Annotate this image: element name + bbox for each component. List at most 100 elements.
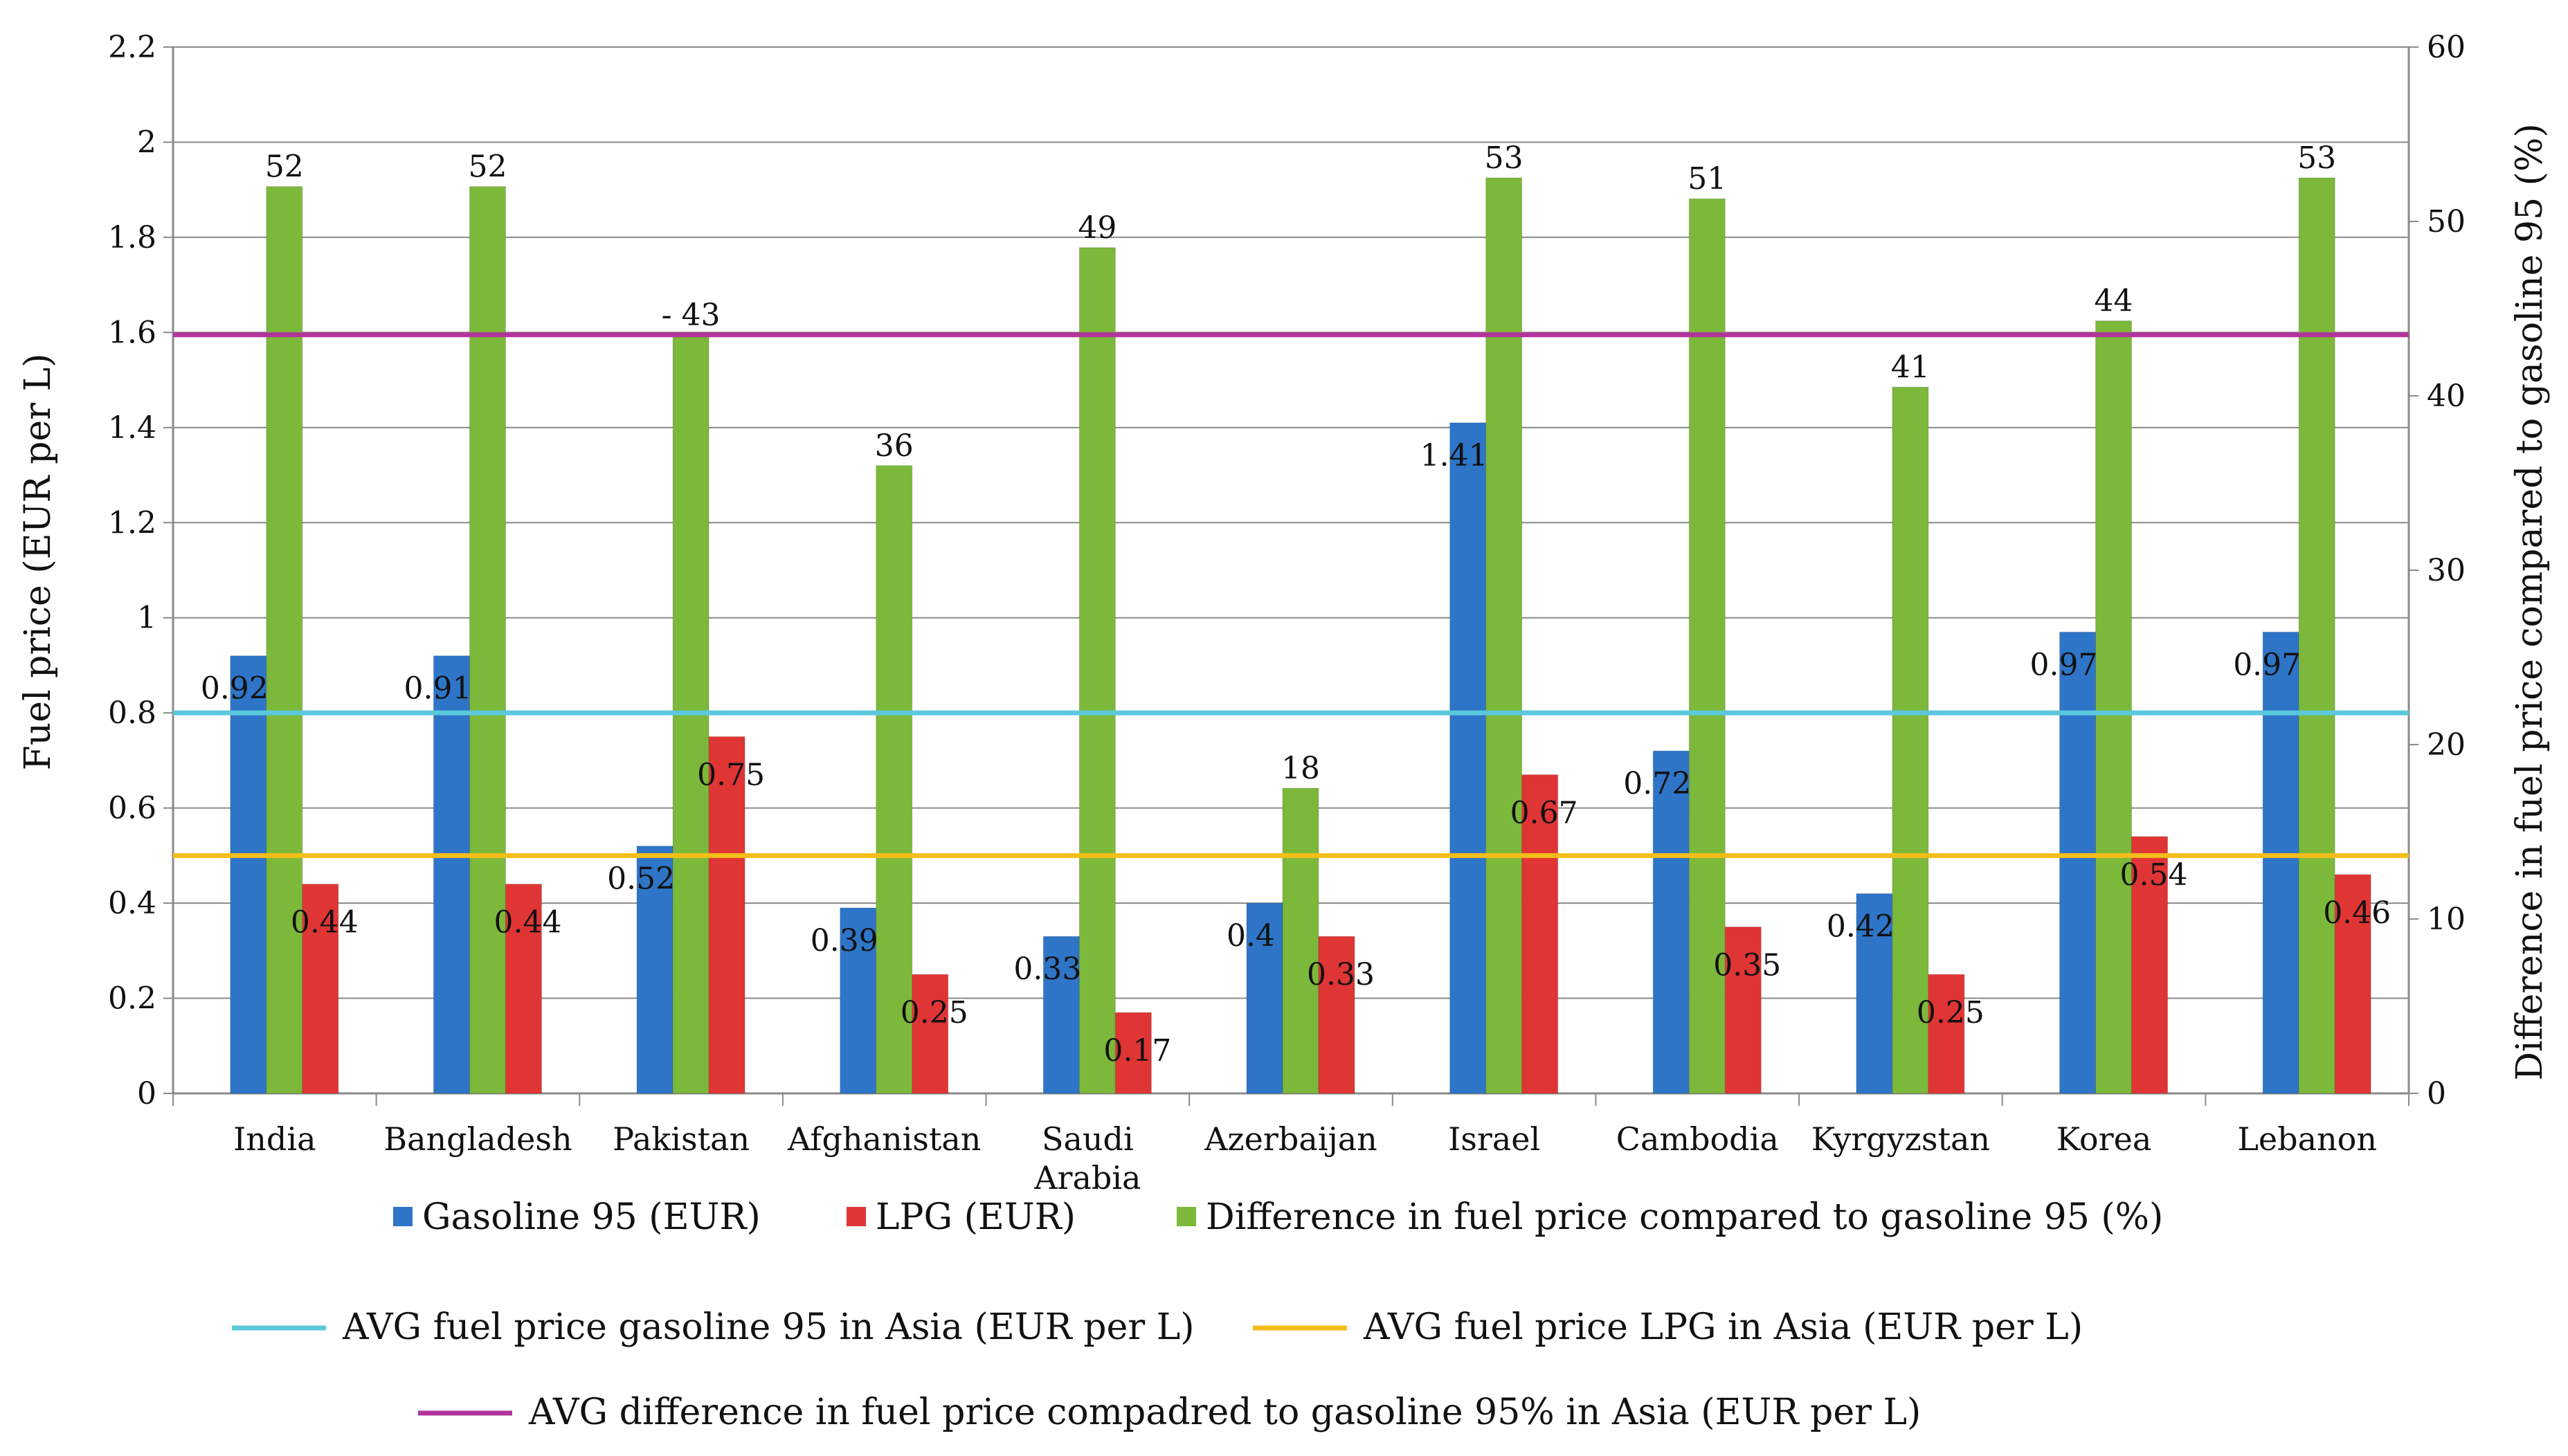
data-label: 0.33 [1307,957,1375,992]
y-axis-title: Fuel price (EUR per L) [17,354,59,771]
bar-2-10 [2334,874,2371,1094]
data-label: 1.41 [1420,438,1488,473]
data-label: 52 [468,149,507,185]
bar-0-9 [2059,631,2097,1094]
data-label: 0.44 [291,905,359,940]
bar-1-1 [469,186,506,1094]
bar-0-8 [1856,893,1893,1094]
data-label: 53 [1485,140,1523,176]
bar-1-0 [266,186,303,1094]
y2-tick-label: 0 [2427,1076,2446,1111]
data-label: 51 [1688,161,1726,197]
data-label: 0.46 [2323,895,2391,931]
legend-swatch [1177,1207,1196,1226]
y-tick-label: 0.6 [108,791,156,826]
bar-0-5 [1246,902,1283,1094]
y-tick-label: 1.8 [108,220,156,255]
data-label: 0.35 [1713,947,1781,983]
data-label: 0.39 [811,923,878,958]
data-label: 0.72 [1623,766,1691,801]
y2-tick-label: 20 [2427,727,2466,763]
bars [230,177,2371,1094]
data-label: 49 [1078,210,1116,246]
data-label: 0.75 [697,758,765,793]
bar-2-8 [1928,974,1965,1094]
data-label: 0.92 [201,671,269,707]
bar-2-6 [1521,774,1559,1094]
bar-0-1 [433,655,470,1094]
y-tick-label: 2 [137,125,156,160]
category-label: Arabia [1033,1159,1141,1196]
legend-label: Gasoline 95 (EUR) [422,1196,761,1238]
legend-swatch [847,1207,866,1226]
data-label: - 43 [662,298,721,333]
y-tick-label: 1.2 [108,505,156,540]
y2-axis-title: Difference in fuel price compared to gas… [2509,123,2551,1080]
legend-label: AVG fuel price LPG in Asia (EUR per L) [1363,1307,2083,1348]
bar-2-4 [1114,1012,1152,1094]
y2-tick-label: 40 [2427,379,2466,414]
data-label: 0.42 [1827,909,1895,944]
bar-0-10 [2262,631,2299,1094]
category-label: Afghanistan [787,1120,981,1158]
data-labels: 0.92 0.91 0.52 0.39 0.33 0.4 1.41 0.72 0.42 0.97 0… [201,140,2391,1068]
y2-tick-label: 50 [2427,204,2466,239]
y-tick-label: 1 [137,601,156,636]
y-tick-label: 0.4 [108,886,156,921]
bar-0-4 [1042,936,1080,1094]
y2-tick-label: 30 [2427,553,2466,588]
category-label: Kyrgyzstan [1811,1120,1990,1158]
bar-1-5 [1282,788,1319,1094]
bar-2-7 [1724,926,1762,1094]
bar-1-7 [1688,198,1726,1094]
category-label: India [233,1120,316,1158]
bar-0-2 [636,846,673,1094]
y2-tick-label: 60 [2427,30,2466,65]
data-label: 53 [2297,140,2336,176]
data-label: 41 [1891,349,1930,385]
data-label: 36 [875,428,914,464]
data-label: 0.25 [901,995,968,1030]
data-label: 0.91 [404,671,471,707]
data-label: 44 [2095,284,2133,319]
category-label: Korea [2056,1120,2151,1158]
legend-label: AVG difference in fuel price compadred t… [528,1392,1921,1433]
legend-swatch [393,1207,413,1226]
data-label: 18 [1281,751,1320,786]
y-tick-label: 0.8 [108,695,156,731]
legend: Gasoline 95 (EUR) LPG (EUR) Difference in … [232,1196,2163,1433]
data-label: 52 [265,149,304,185]
data-label: 0.52 [607,862,675,897]
axes: 0 0.2 0.4 0.6 0.8 1 1.2 1.4 1.6 1.8 2 2.2 0 10 20 30 40 5… [108,30,2466,1196]
y-tick-label: 1.6 [108,315,156,350]
data-label: 0.44 [494,905,561,940]
category-label: Israel [1448,1120,1540,1158]
bar-1-3 [876,465,913,1094]
bar-0-6 [1449,422,1487,1094]
y2-tick-label: 10 [2427,902,2466,937]
bar-1-4 [1078,247,1116,1094]
legend-label: Difference in fuel price compared to gas… [1206,1196,2163,1238]
data-label: 0.33 [1013,952,1081,987]
category-label: Bangladesh [383,1120,572,1158]
bar-2-5 [1318,936,1355,1094]
bar-2-0 [302,884,339,1094]
bar-1-8 [1892,386,1929,1094]
category-label: Cambodia [1616,1120,1779,1158]
bar-2-3 [912,974,949,1094]
data-label: 0.97 [2030,647,2098,682]
legend-label: LPG (EUR) [876,1196,1076,1238]
bar-1-9 [2095,320,2133,1094]
y-tick-label: 0 [137,1076,156,1111]
y-tick-label: 2.2 [108,30,156,65]
bar-1-10 [2298,177,2335,1094]
bar-2-1 [505,884,542,1094]
data-label: 0.4 [1227,918,1275,954]
category-label: Azerbaijan [1204,1120,1377,1158]
y-tick-label: 1.4 [108,410,156,446]
category-label: Lebanon [2237,1120,2377,1158]
bar-1-6 [1485,177,1523,1094]
bar-0-0 [230,655,267,1094]
bar-2-9 [2131,836,2169,1094]
category-label: Pakistan [613,1120,750,1158]
